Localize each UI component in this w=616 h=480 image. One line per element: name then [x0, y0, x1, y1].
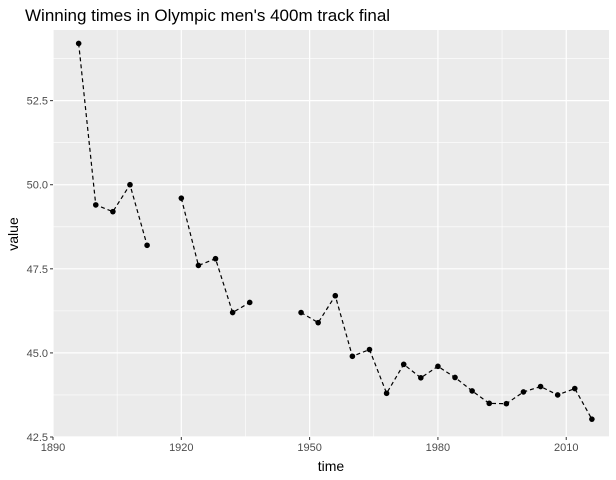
data-point [246, 299, 253, 306]
x-tick-label: 1950 [297, 442, 321, 454]
data-point [75, 40, 82, 47]
x-tick-label: 2010 [554, 442, 578, 454]
minor-gridlines [53, 30, 609, 437]
data-point [144, 242, 150, 249]
data-point [178, 195, 185, 201]
data-point [212, 255, 219, 262]
data-point [486, 400, 493, 407]
data-point [349, 353, 356, 360]
x-tick-label: 1890 [41, 442, 65, 454]
data-point [418, 375, 424, 381]
x-tick-label: 1920 [169, 442, 193, 454]
data-point [469, 388, 475, 394]
y-tick-labels: 42.5 45.0 47.5 50.0 52.5 [27, 96, 48, 444]
data-point [127, 181, 133, 188]
y-tick-label: 47.5 [27, 264, 48, 276]
series-points [75, 40, 595, 422]
data-point [554, 392, 561, 398]
data-point [366, 346, 373, 353]
major-gridlines [52, 30, 609, 438]
data-point [383, 390, 390, 397]
plot-panel [53, 30, 609, 437]
y-tick-label: 52.5 [27, 96, 48, 108]
data-point [452, 374, 458, 381]
data-point [92, 202, 99, 208]
data-point [520, 389, 527, 395]
series-line-segment [300, 294, 593, 420]
x-tick-label: 1980 [426, 442, 450, 454]
y-tick-label: 50.0 [27, 180, 48, 192]
series-line-segment [78, 43, 148, 246]
data-point [229, 309, 236, 316]
data-point [537, 383, 544, 390]
data-point [332, 292, 339, 299]
y-tick-label: 42.5 [27, 432, 48, 444]
data-point [298, 309, 304, 316]
data-point [110, 208, 116, 215]
chart-title: Winning times in Olympic men's 400m trac… [25, 6, 390, 25]
y-tick-label: 45.0 [27, 348, 48, 360]
data-point [400, 361, 407, 368]
x-axis-title: time [318, 458, 345, 474]
data-point [435, 363, 441, 370]
data-point [195, 262, 202, 269]
data-point [571, 385, 578, 392]
data-point [315, 319, 321, 326]
x-tick-labels: 1890 1920 1950 1980 2010 [41, 442, 579, 454]
data-point [503, 400, 510, 407]
axis-ticks [50, 100, 567, 440]
y-axis-title: value [5, 217, 21, 251]
data-point [589, 416, 595, 422]
